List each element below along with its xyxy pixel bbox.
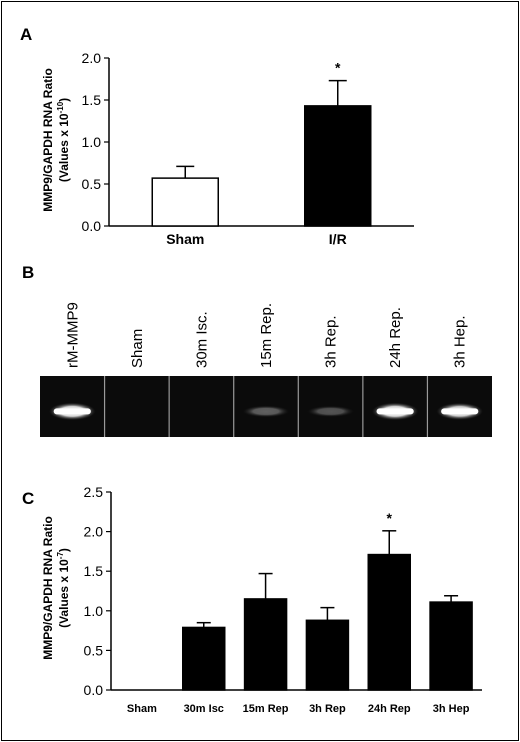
y-tick-label: 0.0 xyxy=(82,218,102,234)
y-tick-label: 0.5 xyxy=(84,642,104,658)
y-unit-exponent: -7 xyxy=(56,552,65,560)
lane-label: Sham xyxy=(129,329,146,368)
panel-b-gel: B rM-MMP9 Sham 30m Isc. 15m Rep. 3h Rep. 24h … xyxy=(22,263,492,437)
category-label: I/R xyxy=(329,231,347,247)
significance-marker: * xyxy=(335,60,341,76)
panel-a-bars: * xyxy=(151,60,372,227)
panel-a-letter: A xyxy=(20,25,32,44)
panel-c-chart: C 0.0 0.5 1.0 1.5 2.0 2.5 MMP9/GAPDH RNA Ratio… xyxy=(22,484,482,715)
bar xyxy=(305,619,350,691)
bar xyxy=(243,598,288,691)
significance-marker: * xyxy=(387,510,393,526)
panel-c-y-axis: 0.0 0.5 1.0 1.5 2.0 2.5 MMP9/GAPDH RNA Ratio (V… xyxy=(41,484,482,698)
gel-band xyxy=(307,405,354,417)
panel-c-bars: * xyxy=(182,510,473,691)
category-label: Sham xyxy=(166,231,204,247)
y-axis-unit-label: (Values x 10-10) xyxy=(56,98,71,182)
bar xyxy=(182,626,226,691)
lane-label: 15m Rep. xyxy=(258,303,275,368)
gel-lanes: rM-MMP9 Sham 30m Isc. 15m Rep. 3h Rep. 24h Re… xyxy=(49,302,483,437)
panel-a-category-labels: Sham I/R xyxy=(166,231,347,247)
y-tick-label: 1.5 xyxy=(84,563,104,579)
y-unit-close: ) xyxy=(57,548,71,552)
lane-label: rM-MMP9 xyxy=(64,302,81,368)
bar xyxy=(367,553,411,691)
panel-b-letter: B xyxy=(22,263,34,282)
category-label: 15m Rep xyxy=(243,703,289,715)
y-tick-label: 2.0 xyxy=(84,524,104,540)
category-label: 3h Rep xyxy=(309,703,346,715)
panel-a-chart: A 0.0 0.5 1.0 1.5 2.0 MMP9/GAPDH RNA Ratio (Va… xyxy=(20,25,414,247)
panel-c-letter: C xyxy=(22,489,34,508)
y-tick-label: 2.0 xyxy=(82,50,102,66)
category-label: Sham xyxy=(127,703,157,715)
y-axis-label: MMP9/GAPDH RNA Ratio xyxy=(41,68,55,212)
y-unit-text: (Values x 10 xyxy=(57,559,71,628)
gel-band xyxy=(242,405,290,418)
gel-band-core xyxy=(441,408,479,415)
bar xyxy=(429,601,473,691)
y-tick-label: 1.0 xyxy=(84,603,104,619)
y-unit-close: ) xyxy=(57,98,71,102)
lane-label: 30m Isc. xyxy=(193,311,210,368)
category-label: 24h Rep xyxy=(368,703,411,715)
lane-label: 24h Rep. xyxy=(387,307,404,368)
bar xyxy=(304,105,372,227)
y-axis-unit-label: (Values x 10-7) xyxy=(56,548,71,628)
lane-label: 3h Rep. xyxy=(323,315,340,368)
lane-label: 3h Hep. xyxy=(452,315,469,368)
category-label: 30m Isc xyxy=(184,703,224,715)
gel-band-core xyxy=(53,408,91,415)
panel-c-category-labels: Sham 30m Isc 15m Rep 3h Rep 24h Rep 3h Hep xyxy=(127,703,470,715)
category-label: 3h Hep xyxy=(433,703,470,715)
y-tick-label: 2.5 xyxy=(84,484,104,500)
bar xyxy=(151,177,219,227)
y-unit-text: (Values x 10 xyxy=(57,113,71,182)
y-tick-label: 1.0 xyxy=(82,134,102,150)
y-tick-label: 1.5 xyxy=(82,92,102,108)
gel-band-core xyxy=(376,408,414,415)
y-unit-exponent: -10 xyxy=(56,101,65,113)
y-axis-label: MMP9/GAPDH RNA Ratio xyxy=(41,516,55,660)
y-tick-label: 0.0 xyxy=(84,682,104,698)
y-tick-label: 0.5 xyxy=(82,176,102,192)
